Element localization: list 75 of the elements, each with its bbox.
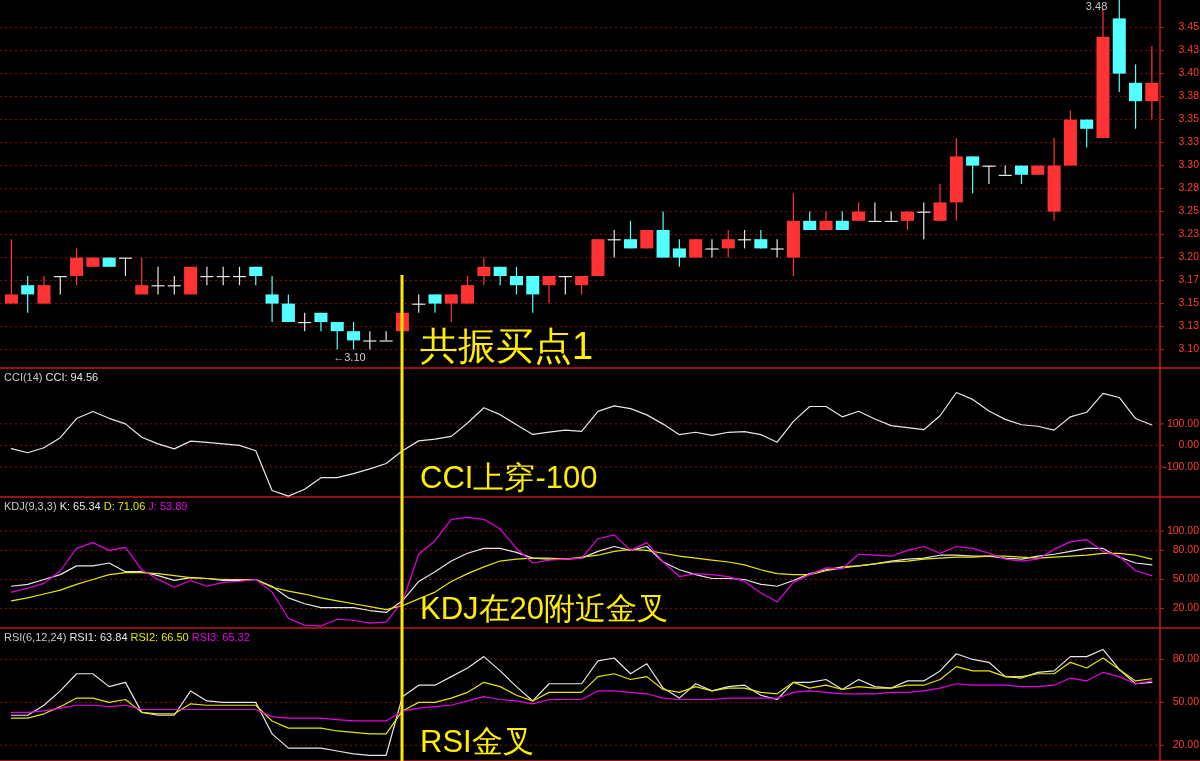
y-tick-label: 3.33 [1178,135,1200,148]
annotation: 共振买点1 [420,325,594,367]
candlestick [444,293,458,323]
annotation: CCI上穿-100 [420,460,598,495]
y-tick-label: 3.20 [1178,250,1200,263]
candlestick [363,330,377,351]
y-tick-label: 0.00 [1178,438,1200,451]
y-tick-label: 3.38 [1178,89,1200,102]
text: J: 53.89 [148,500,188,512]
text: RSI3: 65.32 [191,631,250,643]
candlestick [623,220,638,249]
y-tick-label: 50.00 [1172,695,1200,708]
y-tick-label: 50.00 [1172,572,1200,585]
y-tick-label: 3.28 [1178,181,1200,194]
candlestick [428,293,442,314]
y-tick-label: 3.23 [1178,227,1200,240]
y-tick-label: -100.00 [1163,459,1200,472]
candlestick [770,238,784,259]
annotation: KDJ在20附近金叉 [420,591,669,626]
candlestick [330,321,344,351]
candlestick [933,183,947,222]
candlestick [379,330,393,342]
y-tick-label: 3.30 [1178,158,1200,171]
y-tick-label: 100.00 [1166,416,1200,429]
candlestick [37,275,51,305]
candlestick [281,293,295,323]
line-series [10,516,1153,627]
candlestick [721,229,735,259]
candlestick [672,238,686,268]
y-tick-label: 20.00 [1172,601,1200,614]
candlestick [705,238,719,259]
chart-title: CCI(14) [4,371,46,383]
line-series [10,391,1153,497]
candlestick [461,275,475,305]
y-tick-label: 100.00 [1166,523,1200,536]
candlestick [1080,119,1094,148]
candlestick [966,155,980,194]
y-tick-label: 3.35 [1178,112,1200,125]
candlestick [70,247,84,286]
candlestick [689,238,703,259]
candlestick [4,238,18,305]
y-tick-label: 3.17 [1178,273,1200,286]
candlestick [542,275,556,305]
y-tick-label: 3.10 [1178,342,1200,355]
y-tick-label: 3.15 [1178,296,1200,309]
y-tick-label: 3.25 [1178,204,1200,217]
annotation: 3.48 [1085,0,1108,12]
candlestick [347,321,361,351]
candlestick [265,275,279,323]
text: K: 65.34 [59,500,104,512]
y-tick-label: 3.45 [1178,20,1200,33]
candlestick [21,275,35,314]
candlestick [1129,63,1143,130]
line-series [10,648,1153,756]
y-tick-label: 80.00 [1172,652,1200,665]
candlestick [852,201,866,222]
annotation: RSI金叉 [420,724,534,759]
chart-title: KDJ(9,3,3) [4,500,60,512]
line-series [10,671,1153,722]
text: RSI2: 66.50 [130,631,192,643]
chart-title: RSI(6,12,24) [4,631,70,643]
text: CCI: 94.56 [45,371,99,383]
candlestick [509,266,523,295]
candlestick [477,257,491,286]
y-tick-label: 80.00 [1172,543,1200,556]
y-tick-label: 3.40 [1178,66,1200,79]
y-tick-label: 20.00 [1172,738,1200,751]
y-tick-label: 3.13 [1178,319,1200,332]
candlestick [575,275,589,295]
candlestick [135,257,149,295]
text: D: 71.06 [103,500,149,512]
y-tick-label: 3.43 [1178,43,1200,56]
text: RSI1: 63.84 [69,631,131,643]
candlestick [526,275,540,314]
annotation: ←3.10 [333,350,366,363]
